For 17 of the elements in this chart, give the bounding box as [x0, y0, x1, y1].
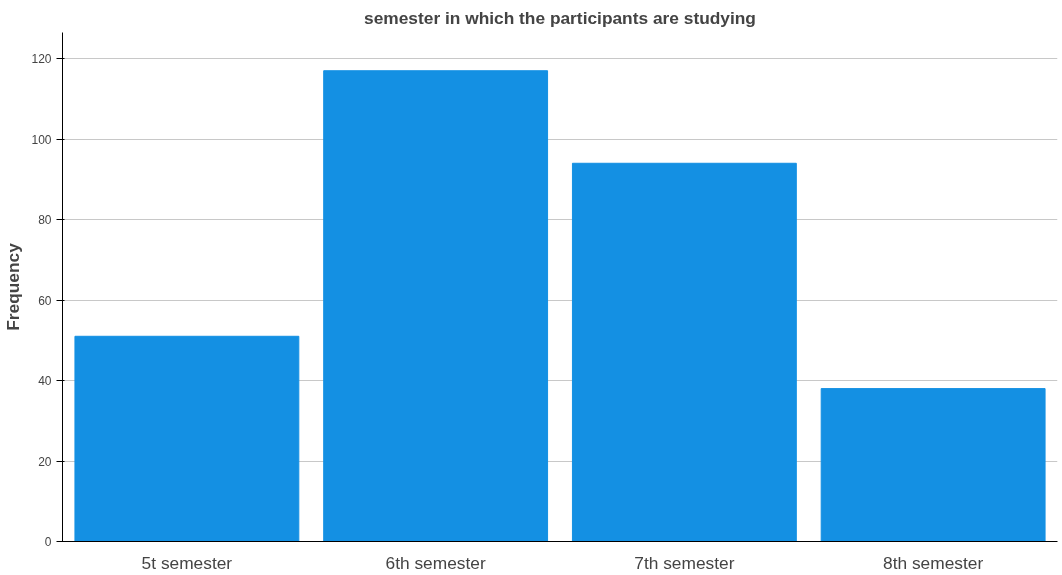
bar: [74, 335, 300, 542]
y-tick-label: 120: [31, 52, 52, 67]
y-tick-label: 20: [38, 454, 52, 469]
x-tick-label: 7th semester: [634, 552, 735, 573]
y-tick-label: 100: [31, 132, 52, 147]
bar: [323, 70, 549, 542]
y-tick-label: 40: [38, 374, 52, 389]
bar: [571, 162, 797, 542]
bar: [820, 388, 1046, 542]
y-tick-label: 60: [38, 293, 52, 308]
y-tick-label: 0: [44, 535, 52, 549]
y-axis-title: Frequency: [3, 242, 24, 331]
x-tick-label: 5t semester: [141, 552, 233, 573]
x-tick-label: 8th semester: [883, 552, 984, 573]
y-tick-label: 80: [38, 213, 52, 228]
chart-title: semester in which the participants are studying: [364, 7, 756, 28]
x-tick-label: 6th semester: [385, 552, 486, 573]
